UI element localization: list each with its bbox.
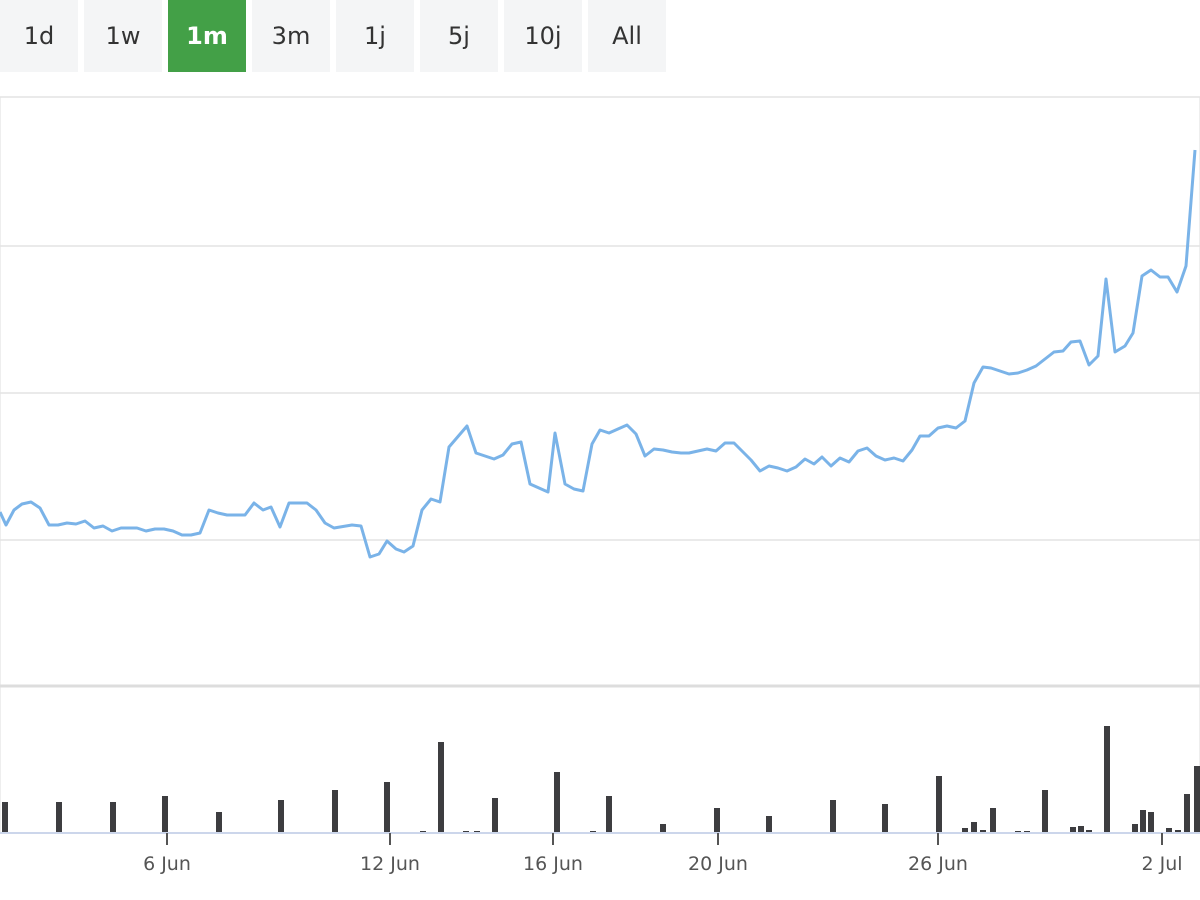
volume-bar — [110, 802, 116, 833]
volume-bar — [554, 772, 560, 833]
volume-bar — [332, 790, 338, 833]
range-button[interactable]: 1m — [168, 0, 246, 72]
volume-bar — [1140, 810, 1146, 833]
range-button[interactable]: All — [588, 0, 666, 72]
volume-bar — [606, 796, 612, 833]
volume-bar — [660, 824, 666, 833]
plot-frame — [0, 96, 1200, 834]
x-tick-label: 12 Jun — [360, 853, 420, 875]
x-tick-label: 2 Jul — [1141, 853, 1182, 875]
volume-bar — [1042, 790, 1048, 833]
range-button[interactable]: 1w — [84, 0, 162, 72]
volume-bar — [990, 808, 996, 833]
volume-bar — [971, 822, 977, 833]
volume-bar — [830, 800, 836, 833]
volume-bar — [1194, 766, 1200, 833]
volume-bar — [962, 828, 968, 833]
volume-bar — [1070, 827, 1076, 833]
range-button[interactable]: 3m — [252, 0, 330, 72]
volume-bar — [936, 776, 942, 833]
range-button[interactable]: 1j — [336, 0, 414, 72]
volume-bar — [1078, 826, 1084, 833]
volume-bar — [766, 816, 772, 833]
price-line — [0, 149, 1197, 559]
x-tick-label: 20 Jun — [688, 853, 748, 875]
volume-bar — [384, 782, 390, 833]
range-button[interactable]: 5j — [420, 0, 498, 72]
range-button[interactable]: 1d — [0, 0, 78, 72]
volume-bar — [216, 812, 222, 833]
volume-bar — [2, 802, 8, 833]
volume-bar — [278, 800, 284, 833]
volume-bar — [1148, 812, 1154, 833]
volume-bar — [438, 742, 444, 833]
volume-bar — [980, 830, 986, 833]
volume-bar — [1184, 794, 1190, 833]
volume-bar — [1175, 830, 1181, 833]
range-button[interactable]: 10j — [504, 0, 582, 72]
volume-bar — [492, 798, 498, 833]
volume-bar — [1166, 828, 1172, 833]
volume-bar — [714, 808, 720, 833]
x-tick-label: 16 Jun — [523, 853, 583, 875]
volume-bar — [882, 804, 888, 833]
x-tick-label: 26 Jun — [908, 853, 968, 875]
volume-bar — [1104, 726, 1110, 833]
x-tick-label: 6 Jun — [143, 853, 191, 875]
volume-bar — [162, 796, 168, 833]
volume-bar — [56, 802, 62, 833]
volume-bar — [1132, 824, 1138, 833]
volume-bar — [1086, 830, 1092, 833]
